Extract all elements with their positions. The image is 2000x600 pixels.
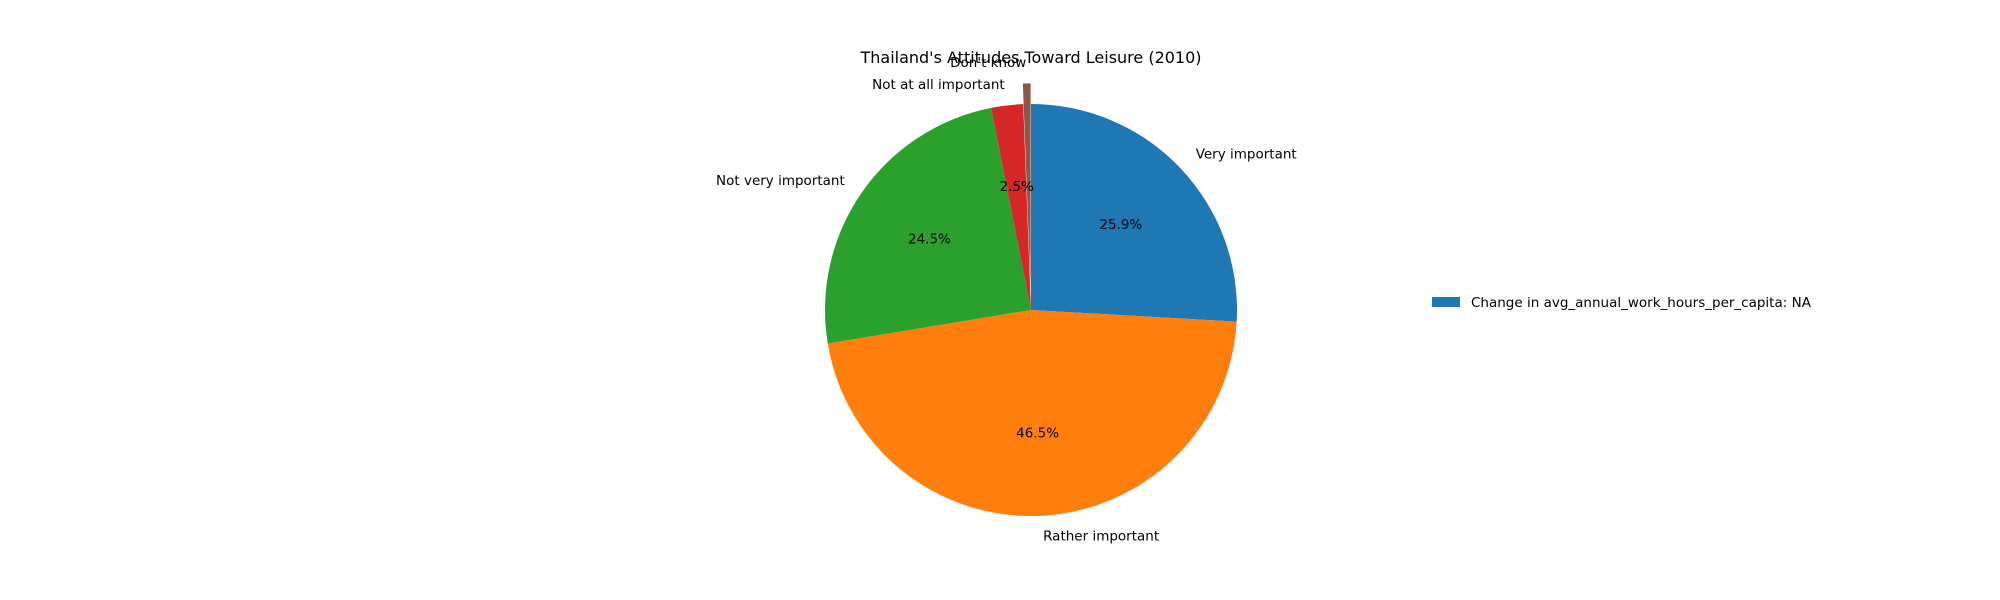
legend: Change in avg_annual_work_hours_per_capi… <box>1432 295 1812 311</box>
pie-slice-not-very-important <box>824 107 1031 344</box>
pct-label-rather-important: 46.5% <box>1016 425 1059 441</box>
legend-label: Change in avg_annual_work_hours_per_capi… <box>1471 295 1812 311</box>
pct-label-very-important: 25.9% <box>1099 217 1142 233</box>
slice-label-not-at-all-important: Not at all important <box>872 77 1005 93</box>
pie-slice-don-t-know <box>1022 83 1031 290</box>
legend-swatch <box>1432 297 1460 307</box>
slice-label-rather-important: Rather important <box>1043 528 1159 544</box>
pie-slice-very-important <box>1031 104 1238 322</box>
labels-layer: Very important 25.9% Rather important 46.5%… <box>716 55 1297 544</box>
pct-label-not-very-important: 24.5% <box>908 232 951 248</box>
pie-slice-not-at-all-important <box>991 104 1031 311</box>
slices-layer <box>824 83 1238 517</box>
chart-title: Thailand's Attitudes Toward Leisure (201… <box>859 48 1201 67</box>
pie-slice-rather-important <box>827 310 1237 517</box>
slice-label-not-very-important: Not very important <box>716 173 845 189</box>
slice-label-don-t-know: Don't know <box>950 55 1026 71</box>
pct-label-not-at-all-important: 2.5% <box>1000 179 1034 195</box>
slice-label-very-important: Very important <box>1196 146 1297 162</box>
